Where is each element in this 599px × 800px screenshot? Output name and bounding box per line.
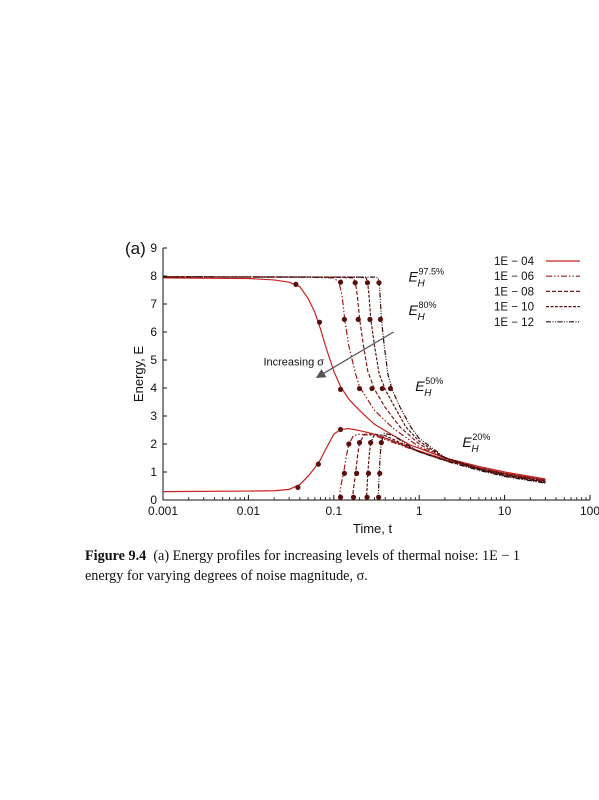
- level-annotation-2: E 80% H: [409, 300, 437, 323]
- y-tick-label: 1: [150, 465, 157, 479]
- series-3-marker-1: [352, 280, 358, 286]
- series-line-2-upper: [162, 276, 546, 481]
- series-1-marker-3: [337, 386, 344, 392]
- markers-layer: [293, 279, 393, 500]
- level-annotation-4: E 20% H: [462, 432, 490, 455]
- level-annotation-label: E: [415, 378, 425, 394]
- energy-chart: (a) 0 1 2 3 4 5 6 7 8 9 0.001 0.01 0.1 1 10 100 Time, t E…: [125, 239, 599, 536]
- caption-line-1: Figure 9.4 (a) Energy profiles for incre…: [85, 546, 599, 566]
- series-4-marker-4: [364, 494, 370, 500]
- x-tick-label: 0.001: [148, 504, 178, 518]
- series-4-marker-2: [367, 316, 373, 322]
- level-annotation-sub: H: [424, 388, 432, 399]
- series-2-marker-6: [346, 441, 352, 447]
- y-tick-label: 5: [150, 353, 157, 367]
- level-annotation-label: E: [409, 302, 419, 318]
- series-1-marker-1: [293, 281, 299, 287]
- annotations: Increasing σE 97.5%HE 80%HE 50%HE 20%H: [263, 267, 490, 455]
- figure-caption: Figure 9.4 (a) Energy profiles for incre…: [85, 546, 599, 586]
- series-line-4-lower: [365, 433, 546, 501]
- series-3-marker-6: [356, 440, 363, 446]
- axes: 0 1 2 3 4 5 6 7 8 9 0.001 0.01 0.1 1 10 100 Time, t Energ…: [131, 241, 599, 536]
- series-3-marker-5: [354, 470, 360, 476]
- legend-label-3: 1E − 08: [494, 286, 534, 298]
- y-tick-label: 3: [150, 409, 157, 423]
- series-2-marker-3: [356, 385, 363, 392]
- level-annotation-sub: H: [471, 444, 479, 455]
- series-3-marker-4: [350, 494, 357, 500]
- level-annotation-label: E: [462, 434, 472, 450]
- y-tick-label: 8: [150, 269, 157, 283]
- series-line-5-upper: [162, 276, 546, 484]
- y-tick-label: 4: [150, 381, 157, 395]
- x-axis-label: Time, t: [353, 521, 393, 536]
- legend-label-1: 1E − 04: [494, 256, 535, 268]
- series-line-1-upper: [162, 277, 546, 480]
- series-1-marker-6: [337, 426, 344, 433]
- y-tick-label: 6: [150, 325, 157, 339]
- series-5-marker-4: [376, 494, 382, 500]
- series-layer: [162, 276, 546, 501]
- series-2-marker-5: [341, 470, 347, 476]
- legend: 1E − 04 1E − 06 1E − 08 1E − 10 1E − 12: [494, 256, 580, 329]
- series-2-marker-2: [341, 316, 347, 322]
- x-tick-label: 10: [498, 504, 512, 518]
- series-3-marker-3: [369, 385, 375, 392]
- level-annotation-sup: 20%: [472, 432, 490, 442]
- series-1-marker-2: [316, 319, 323, 325]
- x-tick-label: 0.1: [325, 504, 342, 518]
- increasing-sigma-label: Increasing σ: [263, 357, 324, 369]
- y-axis-label: Energy, E: [131, 346, 146, 402]
- x-tick-label: 0.01: [237, 504, 261, 518]
- legend-label-5: 1E − 12: [494, 317, 534, 329]
- series-line-4-upper: [162, 276, 546, 483]
- y-tick-label: 2: [150, 437, 157, 451]
- level-annotation-1: E 97.5% H: [409, 267, 445, 290]
- legend-label-2: 1E − 06: [494, 271, 534, 283]
- caption-text-1: (a) Energy profiles for increasing level…: [153, 548, 520, 564]
- series-5-marker-6: [378, 440, 384, 446]
- series-2-marker-1: [337, 279, 344, 285]
- series-2-marker-4: [337, 494, 344, 500]
- series-3-marker-2: [355, 316, 361, 322]
- level-annotation-sup: 50%: [425, 376, 443, 386]
- y-tick-label: 7: [150, 297, 157, 311]
- level-annotation-label: E: [409, 269, 419, 285]
- series-4-marker-5: [365, 470, 372, 476]
- series-5-marker-3: [387, 385, 393, 392]
- legend-label-4: 1E − 10: [494, 302, 534, 314]
- series-4-marker-6: [368, 440, 374, 446]
- y-tick-label: 0: [150, 493, 157, 507]
- series-1-marker-4: [295, 484, 301, 490]
- level-annotation-sup: 80%: [419, 300, 437, 310]
- series-1-marker-5: [315, 461, 321, 467]
- series-5-marker-1: [376, 280, 382, 286]
- series-5-marker-5: [377, 470, 383, 476]
- caption-figure-label: Figure 9.4: [85, 548, 147, 564]
- x-tick-label: 100: [580, 504, 599, 518]
- level-annotation-sub: H: [418, 312, 426, 323]
- series-5-marker-2: [377, 316, 384, 322]
- level-annotation-3: E 50% H: [415, 376, 443, 399]
- level-annotation-sub: H: [418, 279, 426, 290]
- series-4-marker-1: [364, 280, 371, 286]
- level-annotation-sup: 97.5%: [419, 267, 445, 277]
- panel-label: (a): [125, 239, 146, 258]
- caption-line-2: energy for varying degrees of noise magn…: [85, 568, 368, 584]
- x-tick-label: 1: [416, 504, 423, 518]
- series-line-3-upper: [162, 276, 546, 481]
- increasing-sigma-arrow: [315, 331, 394, 379]
- y-tick-label: 9: [150, 241, 157, 255]
- series-4-marker-3: [379, 385, 385, 392]
